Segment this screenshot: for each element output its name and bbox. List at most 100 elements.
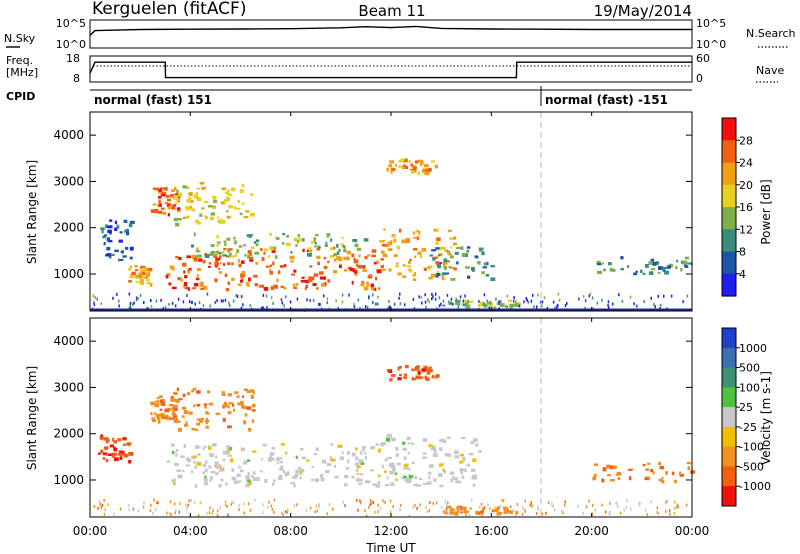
heatmap-cell [153, 498, 155, 502]
heatmap-cell [132, 507, 134, 511]
heatmap-cell [199, 419, 203, 423]
heatmap-cell [254, 251, 260, 255]
heatmap-cell [412, 278, 417, 281]
heatmap-cell [195, 277, 200, 281]
heatmap-cell [103, 498, 105, 502]
heatmap-cell [187, 457, 190, 460]
heatmap-cell [93, 301, 95, 305]
heatmap-cell [481, 512, 484, 516]
colorbar-swatch [722, 251, 736, 275]
heatmap-cell [145, 272, 151, 277]
heatmap-cell [466, 510, 469, 513]
heatmap-cell [224, 503, 227, 507]
heatmap-cell [273, 284, 278, 288]
heatmap-cell [676, 503, 679, 507]
heatmap-cell [193, 404, 196, 408]
heatmap-cell [490, 277, 496, 281]
heatmap-cell [203, 445, 207, 448]
heatmap-cell [360, 283, 365, 287]
heatmap-cell [389, 510, 392, 514]
heatmap-cell [187, 269, 192, 272]
x-axis-label: Time UT [365, 541, 416, 554]
heatmap-cell [122, 443, 127, 446]
heatmap-cell [218, 271, 223, 274]
heatmap-cell [386, 368, 389, 372]
heatmap-cell [483, 304, 487, 308]
heatmap-cell [245, 475, 250, 480]
heatmap-cell [608, 262, 612, 266]
heatmap-cell [359, 499, 361, 503]
heatmap-cell [188, 499, 190, 503]
cpid-segment-1: normal (fast) 151 [94, 93, 212, 107]
freq-label-2: [MHz] [6, 66, 38, 79]
heatmap-cell [408, 514, 411, 518]
heatmap-cell [112, 437, 115, 442]
heatmap-cell [255, 243, 259, 247]
heatmap-cell [168, 282, 172, 286]
heatmap-cell [142, 271, 146, 276]
heatmap-cell [248, 254, 251, 259]
heatmap-cell [204, 468, 208, 473]
heatmap-cell [254, 283, 259, 287]
heatmap-cell [472, 458, 477, 463]
heatmap-cell [444, 249, 448, 252]
heatmap-cell [195, 219, 200, 224]
heatmap-cell [447, 436, 451, 440]
heatmap-cell [435, 501, 438, 505]
heatmap-cell [205, 411, 208, 415]
heatmap-cell [659, 466, 664, 470]
power-colorbar-label: Power [dB] [759, 179, 773, 244]
heatmap-cell [499, 504, 502, 508]
heatmap-cell [494, 306, 496, 310]
heatmap-cell [234, 391, 239, 394]
heatmap-cell [505, 508, 509, 511]
heatmap-cell [209, 216, 215, 221]
heatmap-cell [449, 237, 454, 240]
heatmap-cell [249, 482, 252, 485]
heatmap-cell [363, 286, 369, 291]
heatmap-cell [315, 478, 319, 483]
heatmap-cell [509, 303, 515, 308]
heatmap-cell [337, 444, 342, 448]
heatmap-cell [182, 262, 187, 267]
heatmap-cell [247, 471, 250, 476]
heatmap-cell [657, 511, 659, 515]
heatmap-cell [406, 265, 412, 268]
heatmap-cell [392, 235, 397, 238]
heatmap-cell [178, 257, 182, 261]
heatmap-cell [461, 252, 466, 257]
heatmap-cell [227, 262, 231, 266]
heatmap-cell [186, 392, 191, 396]
heatmap-cell [466, 246, 471, 249]
heatmap-cell [117, 438, 122, 442]
heatmap-cell [408, 270, 413, 273]
heatmap-cell [502, 498, 505, 502]
heatmap-cell [661, 477, 664, 480]
heatmap-cell [135, 269, 139, 272]
heatmap-cell [177, 474, 183, 479]
heatmap-cell [222, 254, 227, 257]
heatmap-cell [318, 505, 321, 509]
heatmap-cell [419, 254, 423, 259]
heatmap-cell [377, 510, 379, 514]
heatmap-cell [380, 264, 384, 269]
heatmap-cell [196, 461, 202, 466]
heatmap-cell [680, 267, 683, 272]
heatmap-cell [304, 287, 307, 290]
heatmap-cell [327, 260, 330, 264]
heatmap-cell [402, 441, 406, 445]
heatmap-cell [398, 164, 402, 168]
heatmap-cell [427, 369, 433, 372]
heatmap-cell [387, 248, 393, 251]
heatmap-cell [412, 297, 415, 301]
heatmap-cell [152, 203, 157, 206]
heatmap-cell [247, 479, 251, 483]
heatmap-cell [358, 478, 363, 482]
heatmap-cell [215, 466, 220, 469]
heatmap-cell [276, 457, 280, 462]
heatmap-cell [417, 369, 420, 372]
heatmap-cell [498, 511, 503, 515]
heatmap-cell [326, 301, 328, 305]
heatmap-cell [453, 267, 457, 271]
colorbar-swatch [722, 387, 736, 408]
